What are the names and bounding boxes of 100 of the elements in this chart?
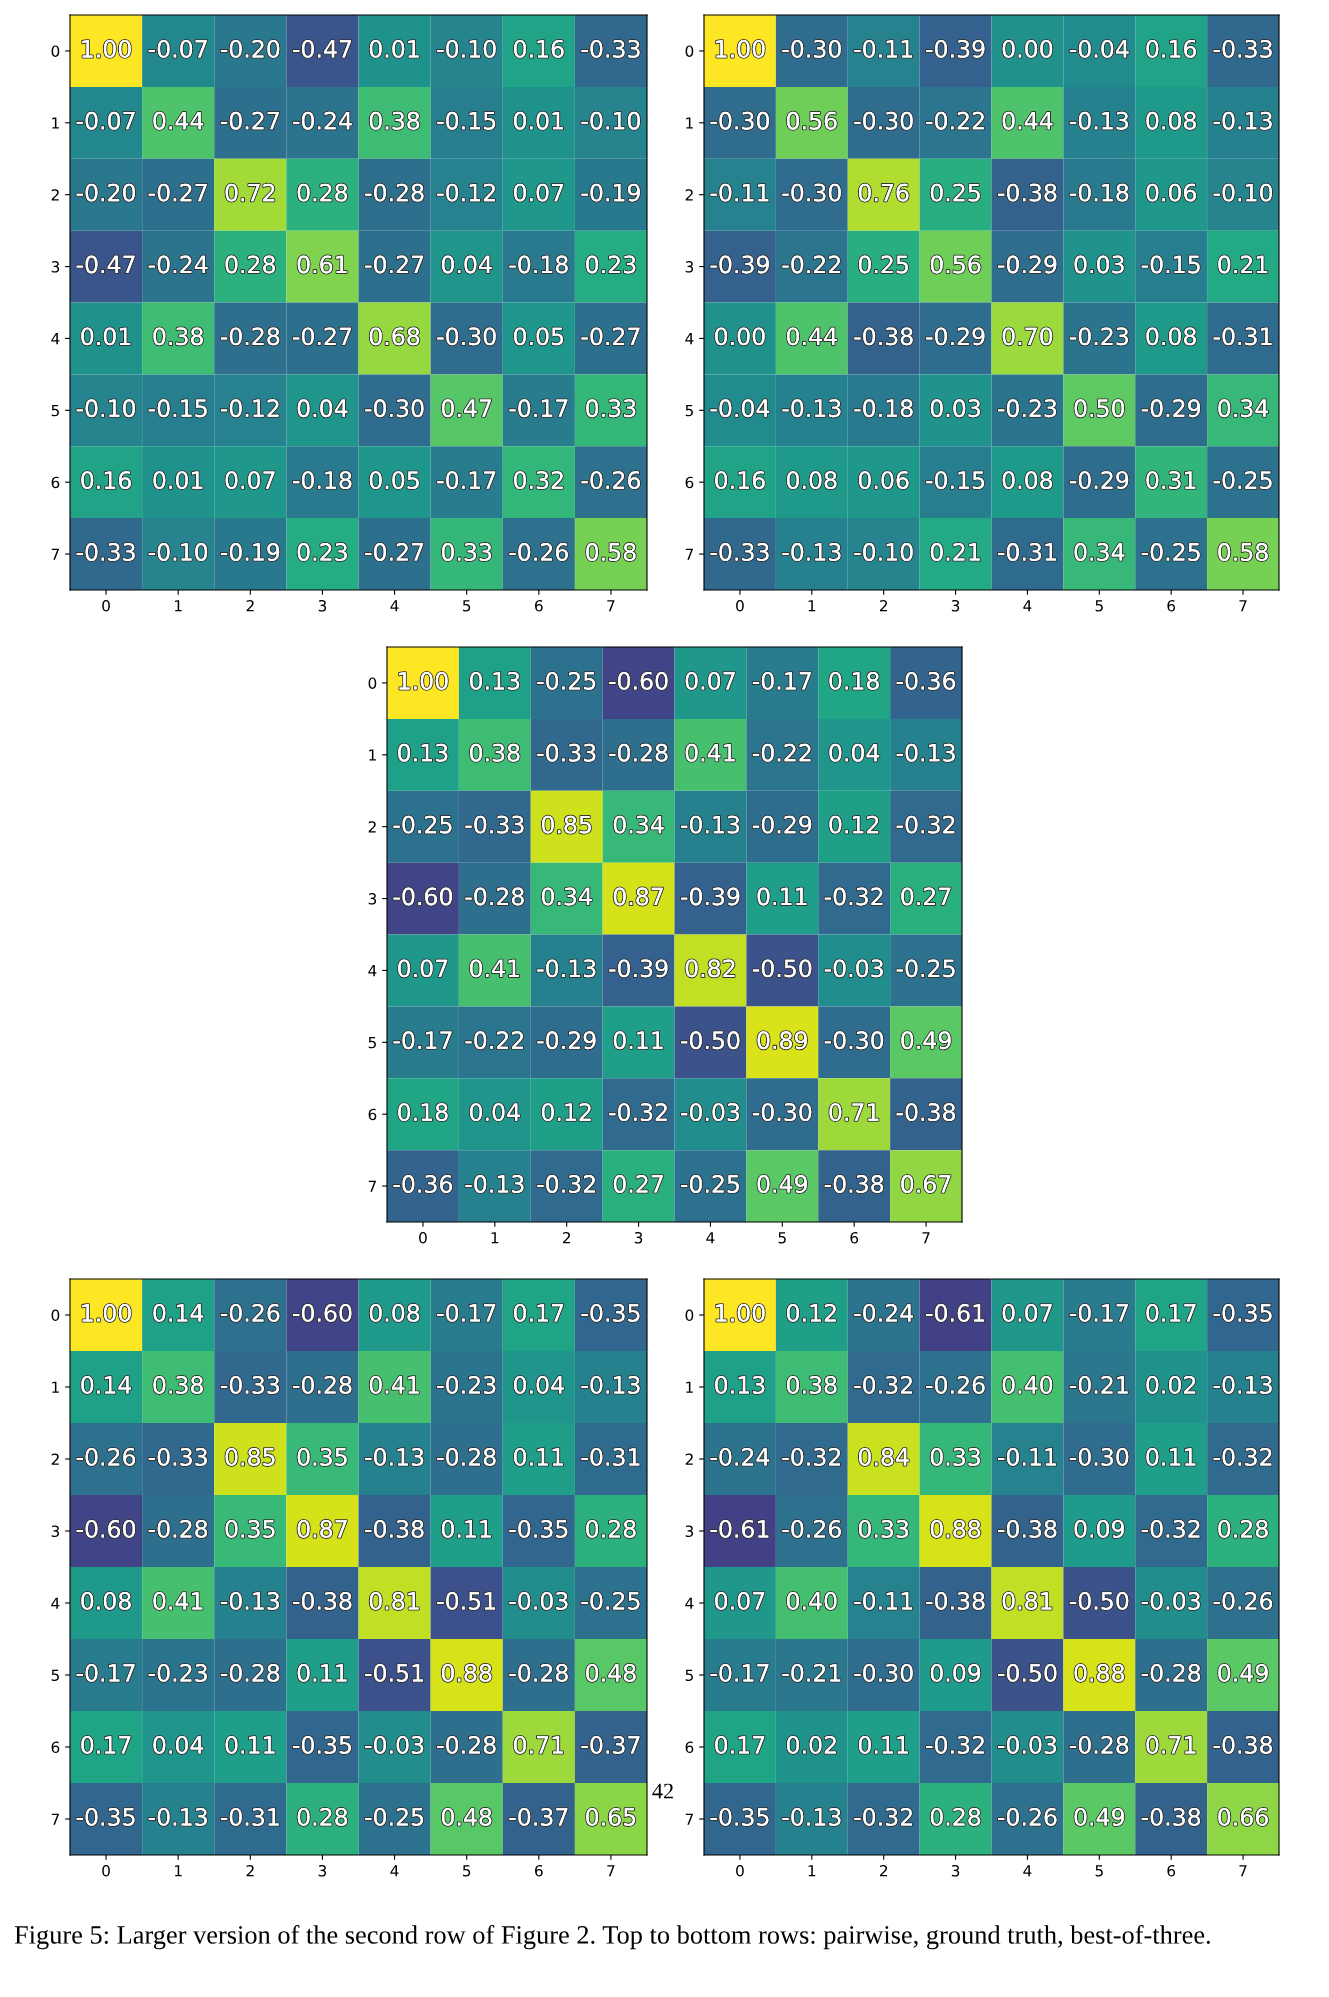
- data-label: 0.49: [1218, 1663, 1268, 1682]
- data-label: -0.38: [365, 1519, 424, 1538]
- data-label: 0.17: [514, 1303, 564, 1322]
- data-label: -0.25: [537, 671, 596, 690]
- y-tick-label: 4: [685, 333, 694, 345]
- data-label: -0.24: [293, 111, 352, 130]
- y-tick-label: 1: [369, 749, 376, 761]
- x-tick-label: 3: [951, 599, 960, 612]
- data-label: -0.30: [854, 1663, 913, 1682]
- data-label: -0.35: [710, 1807, 769, 1826]
- data-label: 0.87: [297, 1519, 347, 1538]
- data-label: -0.39: [681, 887, 740, 906]
- data-label: -0.28: [1069, 1735, 1129, 1754]
- data-label: -0.26: [76, 1447, 136, 1466]
- data-label: -0.28: [437, 1735, 496, 1754]
- data-label: 0.67: [901, 1175, 951, 1193]
- data-label: -0.17: [1069, 1303, 1128, 1322]
- data-label: 0.11: [858, 1735, 908, 1754]
- data-label: -0.26: [998, 1807, 1057, 1826]
- x-tick-label: 1: [808, 600, 816, 612]
- data-label: 1.00: [82, 1303, 131, 1322]
- data-label: -0.38: [1141, 1807, 1201, 1826]
- data-label: -0.20: [220, 39, 280, 58]
- data-label: -0.32: [782, 1447, 840, 1466]
- data-label: 0.01: [81, 327, 131, 346]
- y-tick-label: 3: [51, 261, 60, 273]
- y-tick-label: 7: [368, 1180, 376, 1192]
- data-label: 0.28: [930, 1807, 981, 1826]
- y-tick-label: 0: [685, 1309, 694, 1322]
- data-label: 0.65: [586, 1807, 636, 1826]
- y-tick-label: 4: [51, 333, 60, 345]
- data-label: -0.18: [509, 255, 568, 274]
- data-label: -0.30: [752, 1103, 812, 1122]
- data-label: -0.17: [752, 671, 811, 690]
- data-label: 0.16: [514, 39, 564, 58]
- data-label: -0.29: [1141, 399, 1201, 418]
- data-label: 0.09: [1074, 1519, 1124, 1538]
- data-label: 0.34: [1074, 543, 1125, 561]
- data-label: 0.38: [153, 327, 203, 346]
- y-tick-label: 0: [51, 1309, 60, 1322]
- data-label: 0.07: [685, 671, 735, 690]
- data-label: 0.05: [514, 327, 564, 346]
- data-label: -0.35: [581, 1303, 640, 1322]
- data-label: -0.36: [896, 671, 956, 690]
- x-tick-label: 4: [390, 600, 399, 612]
- y-tick-label: 4: [368, 965, 377, 977]
- data-label: -0.12: [220, 399, 279, 418]
- y-tick-label: 5: [368, 1036, 376, 1049]
- x-tick-label: 1: [808, 1865, 816, 1877]
- data-label: -0.25: [365, 1807, 424, 1826]
- x-tick-label: 2: [879, 599, 888, 612]
- data-label: -0.30: [782, 183, 841, 202]
- data-label: -0.03: [824, 959, 883, 978]
- data-label: -0.13: [1069, 111, 1128, 130]
- y-tick-label: 7: [685, 548, 693, 560]
- data-label: 0.14: [153, 1303, 204, 1322]
- data-label: -0.25: [1213, 471, 1272, 490]
- data-label: -0.13: [220, 1591, 279, 1610]
- data-label: -0.37: [581, 1735, 640, 1754]
- data-label: 0.11: [613, 1031, 663, 1050]
- data-label: 0.02: [1146, 1375, 1196, 1394]
- x-tick-label: 0: [736, 599, 744, 612]
- data-label: -0.26: [581, 471, 640, 490]
- x-tick-label: 4: [1023, 1865, 1032, 1877]
- data-label: 0.49: [757, 1175, 807, 1193]
- data-label: -0.61: [710, 1519, 769, 1538]
- data-label: -0.23: [1069, 327, 1128, 346]
- data-label: -0.24: [148, 255, 208, 274]
- data-label: -0.32: [854, 1375, 912, 1394]
- data-label: -0.25: [581, 1591, 640, 1610]
- data-label: -0.33: [465, 815, 524, 834]
- data-label: -0.17: [710, 1663, 769, 1682]
- x-tick-label: 6: [850, 1231, 859, 1244]
- data-label: 0.06: [858, 471, 909, 490]
- x-tick-label: 0: [102, 1864, 110, 1877]
- data-label: 0.84: [858, 1447, 909, 1466]
- data-label: 0.28: [297, 183, 348, 202]
- data-label: 0.40: [1002, 1375, 1053, 1394]
- data-label: -0.22: [752, 743, 811, 762]
- data-label: -0.03: [365, 1735, 424, 1754]
- data-label: -0.28: [609, 743, 668, 762]
- data-label: -0.21: [782, 1663, 841, 1682]
- data-label: 0.47: [441, 399, 491, 418]
- data-label: -0.47: [293, 39, 351, 58]
- data-label: 0.49: [901, 1031, 951, 1050]
- data-label: 0.41: [685, 743, 735, 762]
- data-label: -0.26: [1213, 1591, 1273, 1610]
- text: 42: [652, 1783, 673, 1799]
- data-label: -0.35: [1213, 1303, 1272, 1322]
- data-label: -0.10: [581, 111, 640, 130]
- data-label: 0.35: [225, 1519, 275, 1538]
- data-label: 0.34: [613, 815, 664, 834]
- data-label: 0.40: [787, 1591, 837, 1610]
- data-label: 0.07: [398, 959, 448, 978]
- data-label: -0.29: [998, 255, 1057, 274]
- data-label: 0.27: [613, 1175, 663, 1193]
- data-label: -0.38: [854, 327, 913, 346]
- data-label: 0.41: [369, 1375, 419, 1394]
- data-label: 0.23: [297, 543, 347, 561]
- data-label: 0.56: [787, 111, 837, 130]
